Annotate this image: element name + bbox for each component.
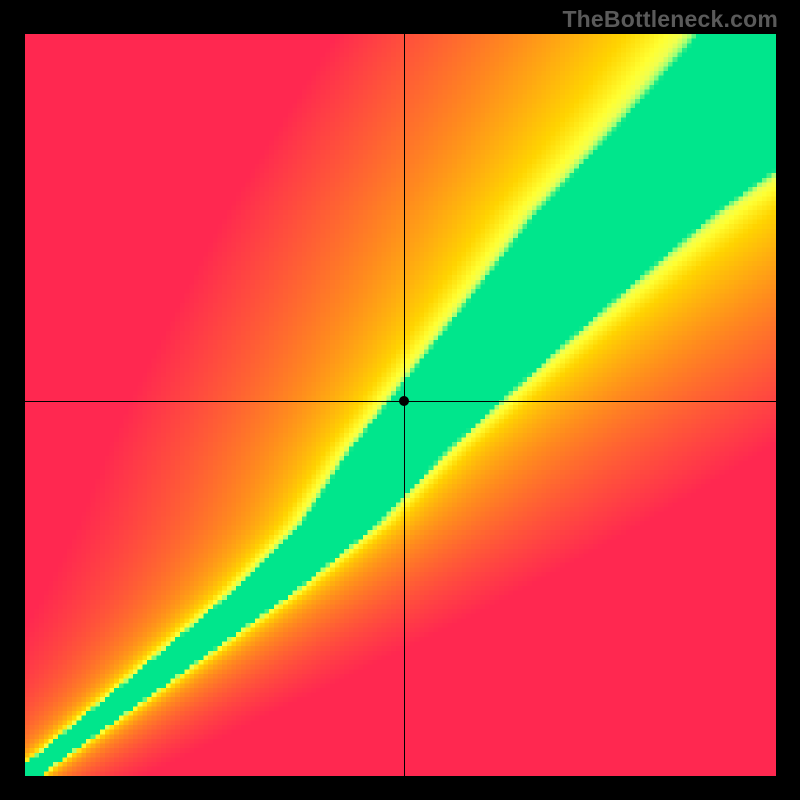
figure-container: TheBottleneck.com <box>0 0 800 800</box>
crosshair-marker-dot <box>399 396 409 406</box>
watermark-text: TheBottleneck.com <box>562 6 778 33</box>
